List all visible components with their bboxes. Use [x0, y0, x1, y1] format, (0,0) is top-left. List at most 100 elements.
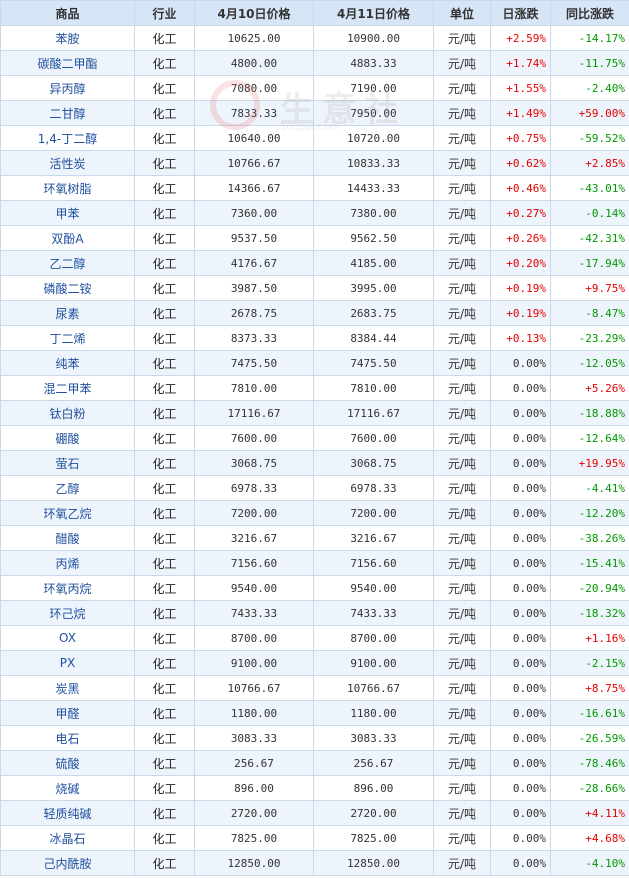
price-curr-cell: 2683.75 — [313, 300, 434, 326]
table-row: 硼酸 化工 7600.00 7600.00 元/吨 0.00% -12.64% — [0, 425, 629, 451]
product-name-link[interactable]: 轻质纯碱 — [0, 800, 135, 826]
product-name-link[interactable]: 活性炭 — [0, 150, 135, 176]
product-name-link[interactable]: 碳酸二甲酯 — [0, 50, 135, 76]
product-name-link[interactable]: 炭黑 — [0, 675, 135, 701]
product-name-link[interactable]: 环氧乙烷 — [0, 500, 135, 526]
product-name-link[interactable]: 醋酸 — [0, 525, 135, 551]
industry-cell: 化工 — [134, 850, 195, 876]
unit-cell: 元/吨 — [433, 175, 491, 201]
product-name-link[interactable]: 二甘醇 — [0, 100, 135, 126]
price-curr-cell: 9540.00 — [313, 575, 434, 601]
daily-change-cell: 0.00% — [490, 650, 551, 676]
product-name-link[interactable]: 钛白粉 — [0, 400, 135, 426]
price-curr-cell: 3995.00 — [313, 275, 434, 301]
price-prev-cell: 7825.00 — [194, 825, 314, 851]
price-curr-cell: 2720.00 — [313, 800, 434, 826]
price-prev-cell: 7600.00 — [194, 425, 314, 451]
product-name-link[interactable]: 环氧树脂 — [0, 175, 135, 201]
table-row: 磷酸二铵 化工 3987.50 3995.00 元/吨 +0.19% +9.75% — [0, 275, 629, 301]
unit-cell: 元/吨 — [433, 125, 491, 151]
product-name-link[interactable]: 异丙醇 — [0, 75, 135, 101]
table-row: 乙醇 化工 6978.33 6978.33 元/吨 0.00% -4.41% — [0, 475, 629, 501]
product-name-link[interactable]: 环己烷 — [0, 600, 135, 626]
daily-change-cell: 0.00% — [490, 375, 551, 401]
daily-change-cell: +0.75% — [490, 125, 551, 151]
price-prev-cell: 7433.33 — [194, 600, 314, 626]
industry-cell: 化工 — [134, 350, 195, 376]
col-header-unit[interactable]: 单位 — [433, 0, 491, 26]
price-prev-cell: 7475.50 — [194, 350, 314, 376]
product-name-link[interactable]: 双酚A — [0, 225, 135, 251]
unit-cell: 元/吨 — [433, 625, 491, 651]
table-row: 环己烷 化工 7433.33 7433.33 元/吨 0.00% -18.32% — [0, 600, 629, 626]
daily-change-cell: 0.00% — [490, 525, 551, 551]
table-row: 纯苯 化工 7475.50 7475.50 元/吨 0.00% -12.05% — [0, 350, 629, 376]
product-name-link[interactable]: 乙二醇 — [0, 250, 135, 276]
yoy-change-cell: -0.14% — [550, 200, 629, 226]
industry-cell: 化工 — [134, 200, 195, 226]
product-name-link[interactable]: 电石 — [0, 725, 135, 751]
col-header-price-prev[interactable]: 4月10日价格 — [194, 0, 314, 26]
yoy-change-cell: -18.32% — [550, 600, 629, 626]
industry-cell: 化工 — [134, 400, 195, 426]
product-name-link[interactable]: 环氧丙烷 — [0, 575, 135, 601]
table-row: 炭黑 化工 10766.67 10766.67 元/吨 0.00% +8.75% — [0, 675, 629, 701]
daily-change-cell: +0.26% — [490, 225, 551, 251]
product-name-link[interactable]: 硫酸 — [0, 750, 135, 776]
daily-change-cell: +0.46% — [490, 175, 551, 201]
daily-change-cell: +0.20% — [490, 250, 551, 276]
unit-cell: 元/吨 — [433, 350, 491, 376]
price-prev-cell: 2678.75 — [194, 300, 314, 326]
product-name-link[interactable]: 混二甲苯 — [0, 375, 135, 401]
product-name-link[interactable]: 苯胺 — [0, 25, 135, 51]
price-curr-cell: 1180.00 — [313, 700, 434, 726]
industry-cell: 化工 — [134, 525, 195, 551]
col-header-industry[interactable]: 行业 — [134, 0, 195, 26]
daily-change-cell: 0.00% — [490, 450, 551, 476]
price-curr-cell: 3068.75 — [313, 450, 434, 476]
table-row: 环氧丙烷 化工 9540.00 9540.00 元/吨 0.00% -20.94% — [0, 575, 629, 601]
daily-change-cell: +2.59% — [490, 25, 551, 51]
product-name-link[interactable]: 纯苯 — [0, 350, 135, 376]
product-name-link[interactable]: 丁二烯 — [0, 325, 135, 351]
industry-cell: 化工 — [134, 75, 195, 101]
product-name-link[interactable]: 乙醇 — [0, 475, 135, 501]
unit-cell: 元/吨 — [433, 600, 491, 626]
product-name-link[interactable]: 丙烯 — [0, 550, 135, 576]
product-name-link[interactable]: 萤石 — [0, 450, 135, 476]
table-row: 异丙醇 化工 7080.00 7190.00 元/吨 +1.55% -2.40% — [0, 75, 629, 101]
col-header-price-curr[interactable]: 4月11日价格 — [313, 0, 434, 26]
col-header-product[interactable]: 商品 — [0, 0, 135, 26]
unit-cell: 元/吨 — [433, 50, 491, 76]
yoy-change-cell: -26.59% — [550, 725, 629, 751]
unit-cell: 元/吨 — [433, 200, 491, 226]
col-header-yoy-change[interactable]: 同比涨跌 — [550, 0, 629, 26]
table-row: 醋酸 化工 3216.67 3216.67 元/吨 0.00% -38.26% — [0, 525, 629, 551]
unit-cell: 元/吨 — [433, 500, 491, 526]
col-header-daily-change[interactable]: 日涨跌 — [490, 0, 551, 26]
product-name-link[interactable]: 烧碱 — [0, 775, 135, 801]
price-curr-cell: 8700.00 — [313, 625, 434, 651]
product-name-link[interactable]: 硼酸 — [0, 425, 135, 451]
yoy-change-cell: -23.29% — [550, 325, 629, 351]
industry-cell: 化工 — [134, 625, 195, 651]
product-name-link[interactable]: OX — [0, 625, 135, 651]
table-row: 萤石 化工 3068.75 3068.75 元/吨 0.00% +19.95% — [0, 450, 629, 476]
yoy-change-cell: -59.52% — [550, 125, 629, 151]
table-row: 电石 化工 3083.33 3083.33 元/吨 0.00% -26.59% — [0, 725, 629, 751]
price-prev-cell: 10766.67 — [194, 150, 314, 176]
product-name-link[interactable]: 甲苯 — [0, 200, 135, 226]
price-curr-cell: 14433.33 — [313, 175, 434, 201]
product-name-link[interactable]: 甲醛 — [0, 700, 135, 726]
product-name-link[interactable]: PX — [0, 650, 135, 676]
price-curr-cell: 7200.00 — [313, 500, 434, 526]
daily-change-cell: +0.27% — [490, 200, 551, 226]
product-name-link[interactable]: 己内酰胺 — [0, 850, 135, 876]
product-name-link[interactable]: 尿素 — [0, 300, 135, 326]
product-name-link[interactable]: 1,4-丁二醇 — [0, 125, 135, 151]
product-name-link[interactable]: 磷酸二铵 — [0, 275, 135, 301]
daily-change-cell: +0.19% — [490, 275, 551, 301]
daily-change-cell: +0.13% — [490, 325, 551, 351]
product-name-link[interactable]: 冰晶石 — [0, 825, 135, 851]
yoy-change-cell: -38.26% — [550, 525, 629, 551]
